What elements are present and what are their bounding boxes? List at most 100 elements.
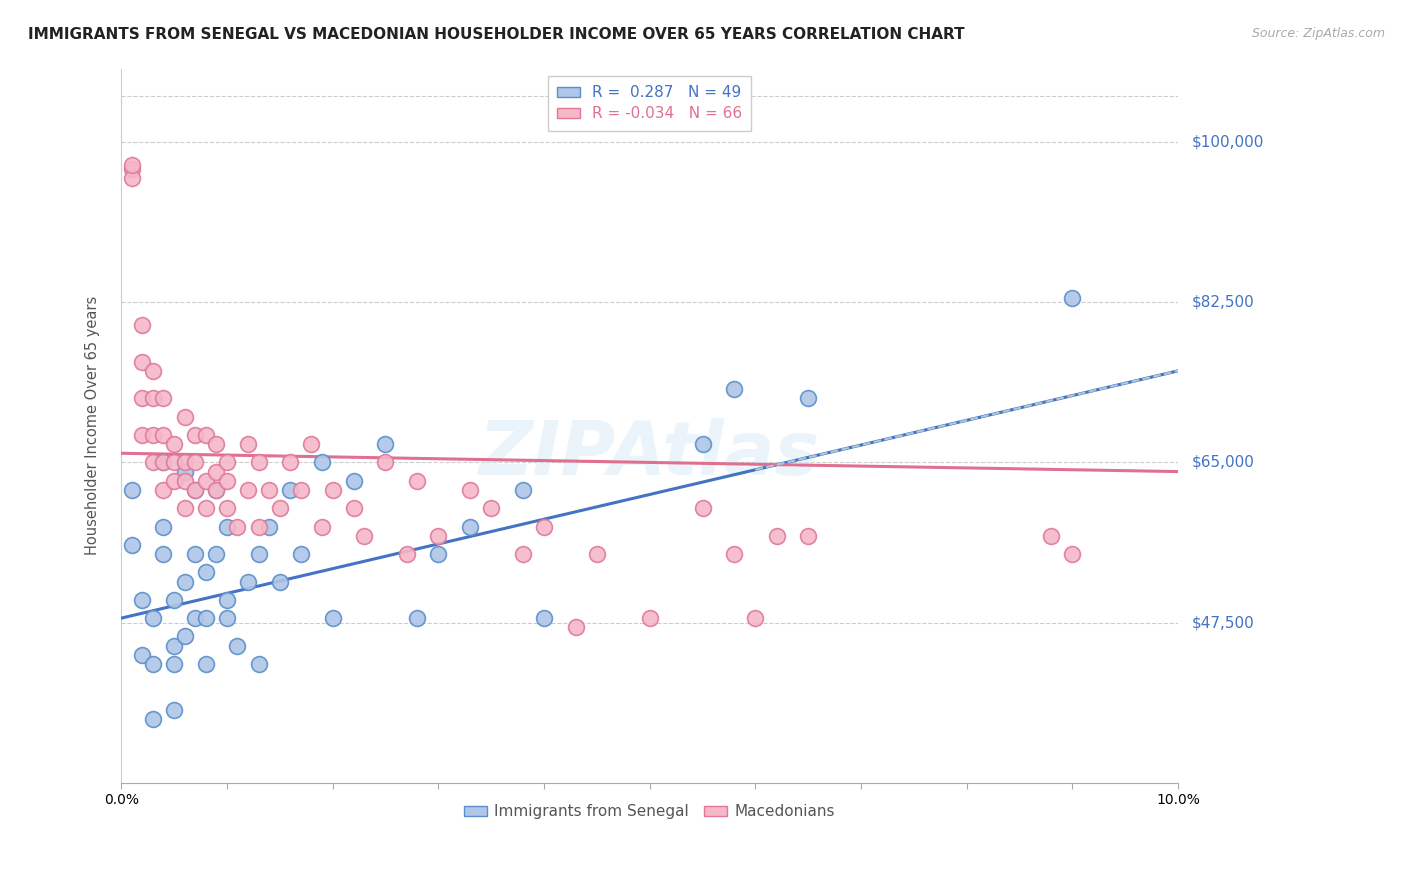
Point <box>299 437 322 451</box>
Point <box>353 529 375 543</box>
Point <box>765 529 787 543</box>
Point <box>121 162 143 177</box>
Point <box>194 611 217 625</box>
Point <box>184 428 207 442</box>
Point <box>269 574 291 589</box>
Point <box>205 465 228 479</box>
Point <box>163 474 186 488</box>
Point <box>1040 529 1063 543</box>
Point <box>163 639 186 653</box>
Point <box>374 437 396 451</box>
Point <box>278 455 301 469</box>
Point <box>163 592 186 607</box>
Point <box>142 455 165 469</box>
Point <box>194 501 217 516</box>
Point <box>194 657 217 671</box>
Point <box>247 547 270 561</box>
Point <box>585 547 607 561</box>
Point <box>226 519 249 533</box>
Point <box>163 455 186 469</box>
Point <box>163 657 186 671</box>
Text: ZIPAtlas: ZIPAtlas <box>479 417 820 491</box>
Point <box>121 538 143 552</box>
Point <box>173 574 195 589</box>
Point <box>257 519 280 533</box>
Point <box>638 611 661 625</box>
Point <box>142 611 165 625</box>
Point <box>142 657 165 671</box>
Point <box>131 354 153 368</box>
Point <box>533 611 555 625</box>
Point <box>173 409 195 424</box>
Point <box>173 455 195 469</box>
Point <box>173 465 195 479</box>
Point <box>205 483 228 497</box>
Point <box>290 547 312 561</box>
Point <box>797 392 820 406</box>
Point <box>121 158 143 172</box>
Point <box>205 483 228 497</box>
Point <box>322 611 344 625</box>
Point <box>247 657 270 671</box>
Point <box>322 483 344 497</box>
Point <box>343 474 366 488</box>
Point <box>205 437 228 451</box>
Point <box>797 529 820 543</box>
Point <box>215 501 238 516</box>
Point <box>458 519 481 533</box>
Point <box>152 483 174 497</box>
Point <box>173 474 195 488</box>
Text: $47,500: $47,500 <box>1192 615 1254 631</box>
Point <box>215 455 238 469</box>
Point <box>194 474 217 488</box>
Y-axis label: Householder Income Over 65 years: Householder Income Over 65 years <box>86 296 100 556</box>
Point <box>131 318 153 332</box>
Point <box>395 547 418 561</box>
Point <box>278 483 301 497</box>
Point <box>374 455 396 469</box>
Point <box>121 483 143 497</box>
Point <box>142 712 165 726</box>
Point <box>131 392 153 406</box>
Point <box>512 483 534 497</box>
Point <box>215 611 238 625</box>
Point <box>142 428 165 442</box>
Point <box>692 501 714 516</box>
Point <box>236 483 259 497</box>
Point <box>131 592 153 607</box>
Point <box>215 474 238 488</box>
Point <box>247 519 270 533</box>
Point <box>184 483 207 497</box>
Point <box>458 483 481 497</box>
Point <box>152 547 174 561</box>
Point <box>723 547 745 561</box>
Text: $100,000: $100,000 <box>1192 135 1264 149</box>
Point <box>131 648 153 662</box>
Point <box>215 592 238 607</box>
Point <box>290 483 312 497</box>
Point <box>311 455 333 469</box>
Point <box>512 547 534 561</box>
Legend: Immigrants from Senegal, Macedonians: Immigrants from Senegal, Macedonians <box>458 798 842 825</box>
Point <box>173 630 195 644</box>
Point <box>173 501 195 516</box>
Point <box>311 519 333 533</box>
Point <box>142 392 165 406</box>
Point <box>184 483 207 497</box>
Point <box>406 611 429 625</box>
Point <box>427 547 450 561</box>
Text: IMMIGRANTS FROM SENEGAL VS MACEDONIAN HOUSEHOLDER INCOME OVER 65 YEARS CORRELATI: IMMIGRANTS FROM SENEGAL VS MACEDONIAN HO… <box>28 27 965 42</box>
Point <box>215 519 238 533</box>
Point <box>236 574 259 589</box>
Point <box>744 611 766 625</box>
Point <box>343 501 366 516</box>
Point <box>257 483 280 497</box>
Point <box>152 519 174 533</box>
Point <box>564 620 586 634</box>
Point <box>427 529 450 543</box>
Point <box>692 437 714 451</box>
Point <box>152 455 174 469</box>
Point <box>1062 291 1084 305</box>
Point <box>194 428 217 442</box>
Point <box>236 437 259 451</box>
